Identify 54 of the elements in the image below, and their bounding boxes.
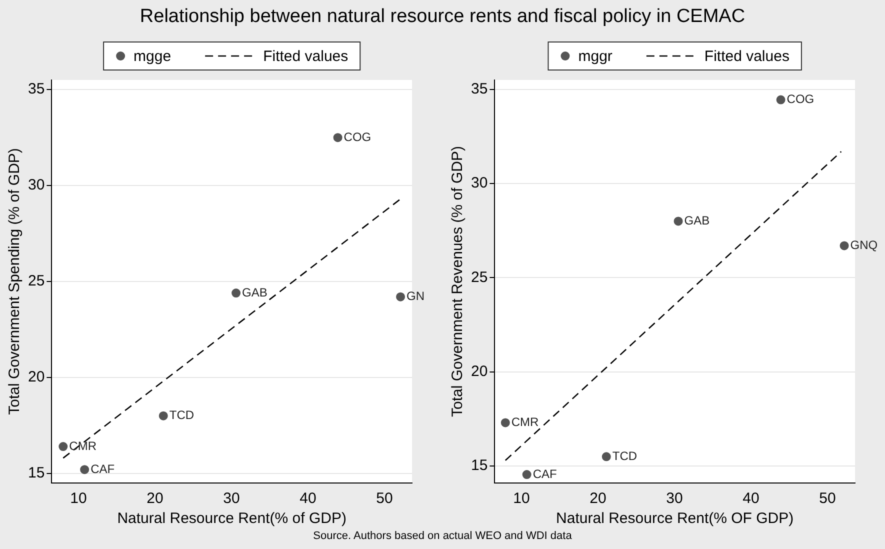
x-tick-label: 20 — [146, 490, 164, 508]
annotation: GNQ — [850, 238, 878, 252]
point — [674, 216, 683, 226]
x-tick-label: 10 — [70, 490, 87, 508]
source-note: Source. Authors based on actual WEO and WDI data — [312, 530, 573, 542]
annotation: COG — [344, 130, 372, 144]
x-tick-label: 40 — [300, 490, 316, 508]
x-axis-title: Natural Resource Rent(% of GDP) — [117, 510, 346, 528]
annotation: CMR — [511, 415, 540, 430]
y-tick-label: 20 — [28, 368, 45, 386]
annotation: GAB — [242, 285, 268, 300]
x-tick-label: 50 — [376, 490, 393, 508]
legend-label: Fitted values — [704, 48, 790, 66]
point — [58, 442, 68, 452]
y-tick-label: 30 — [470, 174, 488, 192]
x-tick-label: 20 — [590, 490, 606, 508]
y-tick-label: 35 — [28, 80, 45, 98]
annotation: CMR — [69, 438, 97, 453]
point — [602, 452, 611, 462]
point — [80, 465, 90, 474]
point — [776, 95, 786, 104]
y-tick-label: 15 — [28, 464, 45, 482]
annotation: CAF — [90, 462, 115, 476]
x-tick-label: 30 — [666, 490, 683, 508]
chart-title: Relationship between natural resource rents and fiscal policy in CEMAC — [138, 6, 746, 28]
y-tick-label: 25 — [470, 268, 488, 286]
point — [522, 470, 532, 480]
annotation: GN — [406, 289, 425, 304]
annotation: COG — [786, 92, 814, 106]
y-axis-title: Total Government Spending (% of GDP) — [6, 148, 24, 415]
y-tick-label: 35 — [470, 80, 488, 98]
annotation: CAF — [532, 466, 557, 481]
legend-label: mggr — [578, 48, 612, 66]
y-tick-label: 15 — [470, 457, 488, 474]
point — [158, 411, 168, 420]
point — [500, 418, 510, 428]
y-axis-title: Total Government Revenues (% of GDP) — [449, 146, 466, 417]
x-tick-label: 40 — [742, 490, 760, 508]
annotation: GAB — [684, 214, 710, 228]
legend-label: Fitted values — [263, 48, 348, 66]
x-axis-title: Natural Resource Rent(% OF GDP) — [556, 510, 794, 528]
point — [396, 292, 406, 302]
legend-label: mgge — [134, 48, 172, 66]
x-tick-label: 50 — [819, 490, 836, 508]
x-tick-label: 10 — [513, 490, 530, 508]
y-tick-label: 20 — [470, 363, 488, 380]
point — [333, 133, 342, 142]
y-tick-label: 25 — [28, 272, 45, 290]
x-tick-label: 30 — [223, 490, 240, 508]
y-tick-label: 30 — [28, 176, 45, 194]
annotation: TCD — [169, 408, 194, 422]
point — [232, 288, 241, 298]
annotation: TCD — [612, 448, 638, 463]
point — [840, 241, 849, 250]
